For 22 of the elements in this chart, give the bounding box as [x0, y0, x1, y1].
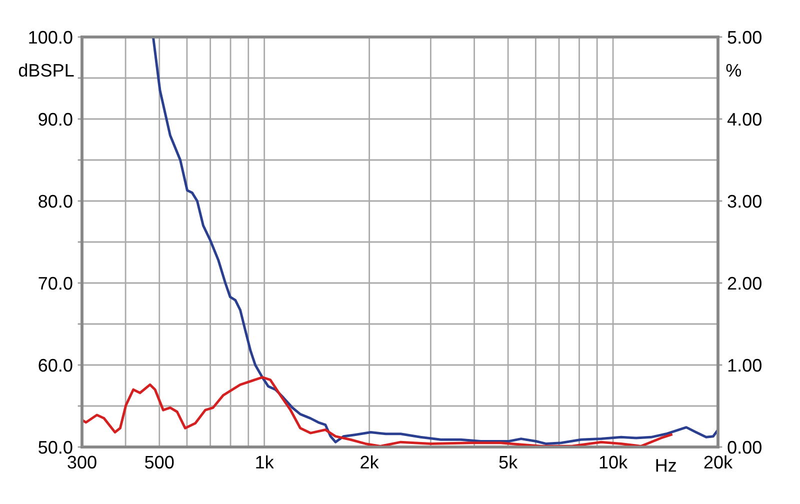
y-tick-label: 100.0	[29, 30, 72, 44]
y2-axis-title: %	[726, 64, 742, 77]
x-tick-label: 20k	[704, 455, 733, 469]
x-tick-label: 1k	[256, 455, 274, 468]
x-tick-label: 2k	[360, 455, 379, 468]
y-axis-title: dBSPL	[18, 63, 74, 77]
y2-tick-label: 3.00	[728, 194, 762, 208]
y-tick-label: 90.0	[38, 112, 72, 126]
x-tick-label: 5k	[499, 455, 518, 469]
x-tick-label: 300	[68, 456, 96, 469]
x-tick-label: 10k	[600, 455, 628, 469]
y-tick-label: 60.0	[38, 358, 72, 372]
y2-tick-label: 5.00	[728, 30, 762, 44]
x-axis-title: Hz	[656, 459, 676, 472]
y2-tick-label: 4.00	[727, 112, 762, 126]
y-tick-label: 80.0	[38, 194, 72, 208]
y-tick-label: 50.0	[38, 440, 72, 454]
y2-tick-label: 1.00	[728, 358, 762, 372]
x-tick-label: 500	[145, 456, 174, 469]
y-tick-label: 70.0	[38, 276, 72, 290]
y2-tick-label: 0.00	[728, 440, 762, 454]
y2-tick-label: 2.00	[728, 276, 762, 290]
